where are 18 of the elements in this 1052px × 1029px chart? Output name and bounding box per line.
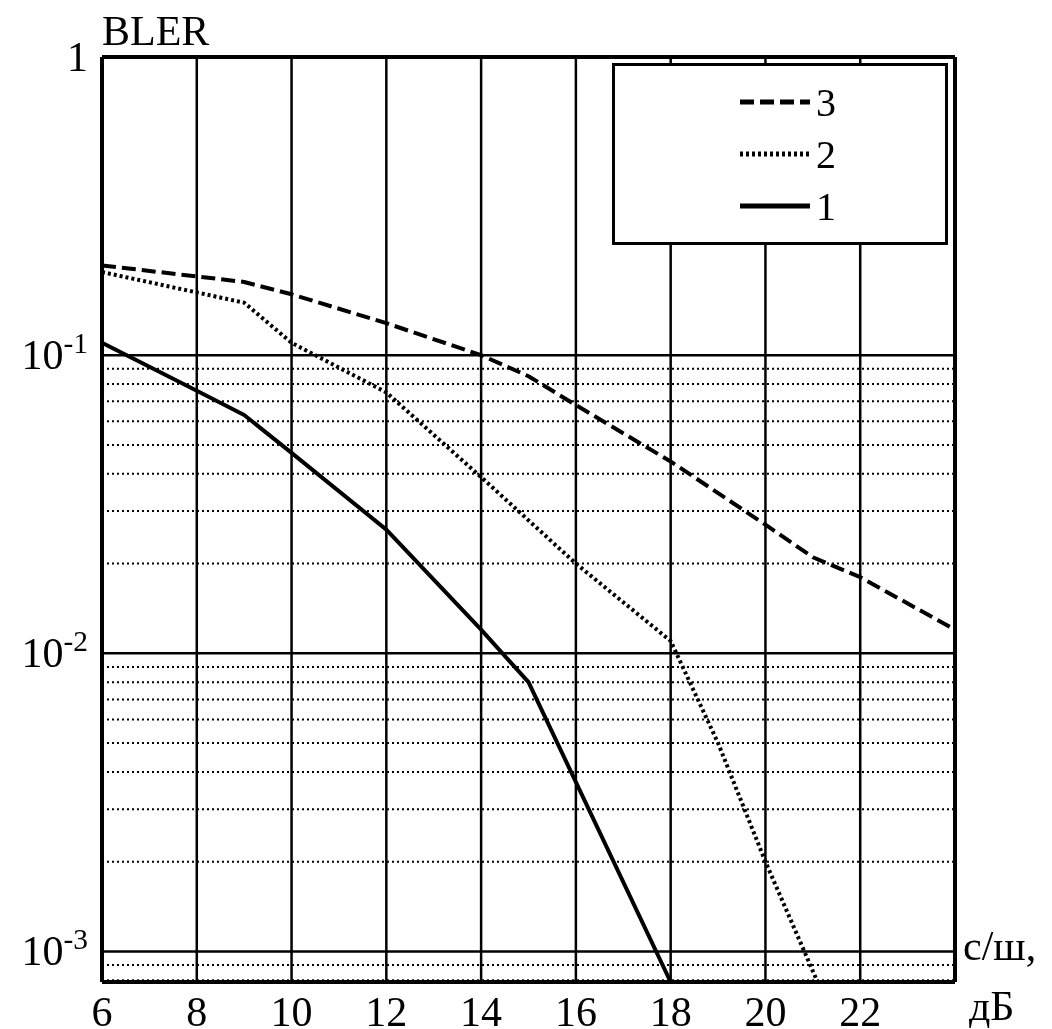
y-axis-title: BLER [102,8,210,54]
x-tick-label: 20 [744,989,787,1029]
x-tick-label: 16 [554,989,597,1029]
x-tick-label: 22 [839,989,882,1029]
legend-label: 3 [816,78,836,126]
y-tick-label: 10$^{-1}$ [21,327,88,379]
legend-label: 2 [816,130,836,178]
x-tick-label: 8 [186,989,208,1029]
y-tick-label: 1 [67,34,88,80]
y-tick-label: 10$^{-2}$ [21,625,88,677]
x-axis-title: с/ш, дБ [963,923,1037,1029]
x-tick-label: 10 [270,989,313,1029]
x-tick-label: 6 [91,989,113,1029]
x-tick-label: 12 [365,989,408,1029]
x-tick-label: 18 [649,989,692,1029]
x-tick-label: 14 [460,989,503,1029]
legend-label: 1 [816,182,836,230]
y-tick-label: 10$^{-3}$ [21,923,88,975]
